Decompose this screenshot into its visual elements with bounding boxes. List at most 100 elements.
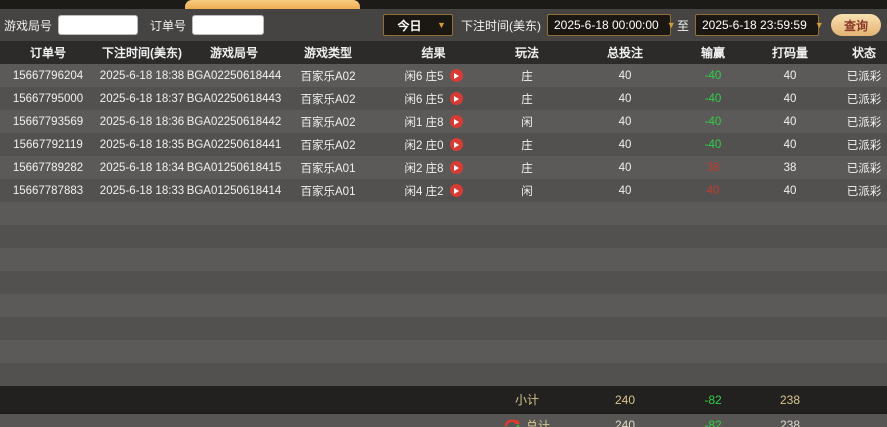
play-cell: 闲 bbox=[521, 116, 533, 129]
col-header-order-no: 订单号 bbox=[29, 46, 66, 60]
grand-total-total-bet: 240 bbox=[614, 418, 636, 427]
turnover-cell: 40 bbox=[783, 115, 797, 128]
order-no-label: 订单号 bbox=[150, 18, 187, 33]
game-type-cell: 百家乐A02 bbox=[300, 93, 356, 106]
end-time-select[interactable]: 2025-6-18 23:59:59 ▼ bbox=[694, 14, 824, 36]
result-cell: 闲1 庄8 bbox=[376, 110, 491, 133]
result-cell: 闲2 庄8 bbox=[376, 156, 491, 179]
subtotal-win-loss: -82 bbox=[704, 392, 722, 407]
status-cell: 已派彩 bbox=[846, 185, 882, 198]
subtotal-row: 小计 240 -82 238 bbox=[0, 386, 887, 413]
table-row: 15667787883 2025-6-18 18:33 BGA012506184… bbox=[0, 179, 887, 202]
table-row: 15667796204 2025-6-18 18:38 BGA022506184… bbox=[0, 64, 887, 87]
table-row-empty bbox=[0, 294, 887, 317]
total-bet-cell: 40 bbox=[618, 138, 632, 151]
start-time-select[interactable]: 2025-6-18 00:00:00 ▼ bbox=[546, 14, 676, 36]
win-loss-cell: 38 bbox=[706, 161, 720, 174]
table-row: 15667789282 2025-6-18 18:34 BGA012506184… bbox=[0, 156, 887, 179]
col-header-round: 游戏局号 bbox=[209, 46, 258, 60]
table-row: 15667795000 2025-6-18 18:37 BGA022506184… bbox=[0, 87, 887, 110]
win-loss-cell: -40 bbox=[704, 92, 722, 105]
status-cell: 已派彩 bbox=[846, 139, 882, 152]
table-row-empty bbox=[0, 340, 887, 363]
table-header: 订单号 下注时间(美东) 游戏局号 游戏类型 结果 玩法 总投注 输赢 打码量 … bbox=[0, 41, 887, 64]
refresh-icon[interactable] bbox=[503, 418, 520, 427]
col-header-game-type: 游戏类型 bbox=[303, 46, 352, 60]
chevron-down-icon: ▼ bbox=[814, 20, 824, 30]
total-bet-cell: 40 bbox=[618, 184, 632, 197]
play-cell: 闲 bbox=[521, 185, 533, 198]
bet-time-cell: 2025-6-18 18:34 bbox=[99, 161, 185, 174]
grand-total-label-cell: 总计 bbox=[491, 414, 563, 427]
subtotal-turnover: 238 bbox=[779, 392, 801, 407]
bet-time-cell: 2025-6-18 18:33 bbox=[99, 184, 185, 197]
chevron-down-icon: ▼ bbox=[437, 20, 446, 30]
order-no-input[interactable] bbox=[192, 15, 265, 35]
result-cell: 闲6 庄5 bbox=[376, 64, 491, 87]
bet-time-cell: 2025-6-18 18:35 bbox=[99, 138, 185, 151]
total-bet-cell: 40 bbox=[618, 69, 632, 82]
round-cell: BGA01250618414 bbox=[186, 184, 282, 197]
range-select-value: 今日 bbox=[397, 18, 422, 33]
game-type-cell: 百家乐A01 bbox=[300, 162, 356, 175]
bet-time-cell: 2025-6-18 18:37 bbox=[99, 92, 185, 105]
bet-time-cell: 2025-6-18 18:36 bbox=[99, 115, 185, 128]
turnover-cell: 40 bbox=[783, 184, 797, 197]
col-header-turnover: 打码量 bbox=[771, 46, 808, 60]
play-icon[interactable] bbox=[449, 115, 463, 128]
order-no-cell: 15667789282 bbox=[12, 161, 84, 174]
col-header-result: 结果 bbox=[421, 46, 446, 60]
col-header-status: 状态 bbox=[851, 46, 876, 60]
win-loss-cell: -40 bbox=[704, 115, 722, 128]
round-cell: BGA02250618441 bbox=[186, 138, 282, 151]
win-loss-cell: 40 bbox=[706, 184, 720, 197]
play-cell: 庄 bbox=[521, 162, 533, 175]
game-round-input[interactable] bbox=[58, 15, 139, 35]
play-icon[interactable] bbox=[449, 161, 463, 174]
col-header-bet-time: 下注时间(美东) bbox=[102, 46, 182, 60]
status-cell: 已派彩 bbox=[846, 70, 882, 83]
start-time-value: 2025-6-18 00:00:00 bbox=[553, 18, 659, 32]
result-text: 闲1 庄8 bbox=[404, 116, 444, 129]
order-no-cell: 15667792119 bbox=[13, 138, 83, 151]
game-type-cell: 百家乐A02 bbox=[300, 139, 356, 152]
grand-total-row: 总计 240 -82 238 bbox=[0, 413, 887, 427]
status-cell: 已派彩 bbox=[846, 162, 882, 175]
table-row-empty bbox=[0, 248, 887, 271]
col-header-win-loss: 输赢 bbox=[700, 46, 725, 60]
result-text: 闲6 庄5 bbox=[404, 93, 444, 106]
table-body: 15667796204 2025-6-18 18:38 BGA022506184… bbox=[0, 64, 887, 386]
game-type-cell: 百家乐A01 bbox=[300, 185, 356, 198]
play-icon[interactable] bbox=[449, 69, 463, 82]
bet-time-cell: 2025-6-18 18:38 bbox=[99, 69, 185, 82]
table-row: 15667793569 2025-6-18 18:36 BGA022506184… bbox=[0, 110, 887, 133]
table-row-empty bbox=[0, 271, 887, 294]
table-row-empty bbox=[0, 317, 887, 340]
round-cell: BGA02250618442 bbox=[186, 115, 282, 128]
status-cell: 已派彩 bbox=[846, 116, 882, 129]
active-tab[interactable] bbox=[185, 0, 360, 9]
order-no-cell: 15667796204 bbox=[12, 69, 84, 82]
result-cell: 闲2 庄0 bbox=[376, 133, 491, 156]
chevron-down-icon: ▼ bbox=[666, 20, 676, 30]
game-type-cell: 百家乐A02 bbox=[300, 116, 356, 129]
round-cell: BGA02250618444 bbox=[186, 69, 282, 82]
play-icon[interactable] bbox=[449, 138, 463, 151]
turnover-cell: 40 bbox=[783, 69, 797, 82]
play-cell: 庄 bbox=[521, 93, 533, 106]
grand-total-turnover: 238 bbox=[779, 418, 801, 427]
total-bet-cell: 40 bbox=[618, 92, 632, 105]
grand-total-label: 总计 bbox=[525, 418, 550, 427]
to-label: 至 bbox=[676, 18, 689, 33]
grand-total-win-loss: -82 bbox=[704, 418, 722, 427]
order-no-cell: 15667793569 bbox=[12, 115, 84, 128]
end-time-value: 2025-6-18 23:59:59 bbox=[701, 18, 807, 32]
play-icon[interactable] bbox=[449, 92, 463, 105]
query-button[interactable]: 查询 bbox=[830, 14, 881, 36]
order-no-cell: 15667795000 bbox=[12, 92, 84, 105]
subtotal-total-bet: 240 bbox=[614, 392, 636, 407]
game-round-label: 游戏局号 bbox=[4, 18, 53, 33]
play-icon[interactable] bbox=[449, 184, 463, 197]
table-row-empty bbox=[0, 202, 887, 225]
range-select[interactable]: 今日 ▼ bbox=[382, 14, 453, 36]
